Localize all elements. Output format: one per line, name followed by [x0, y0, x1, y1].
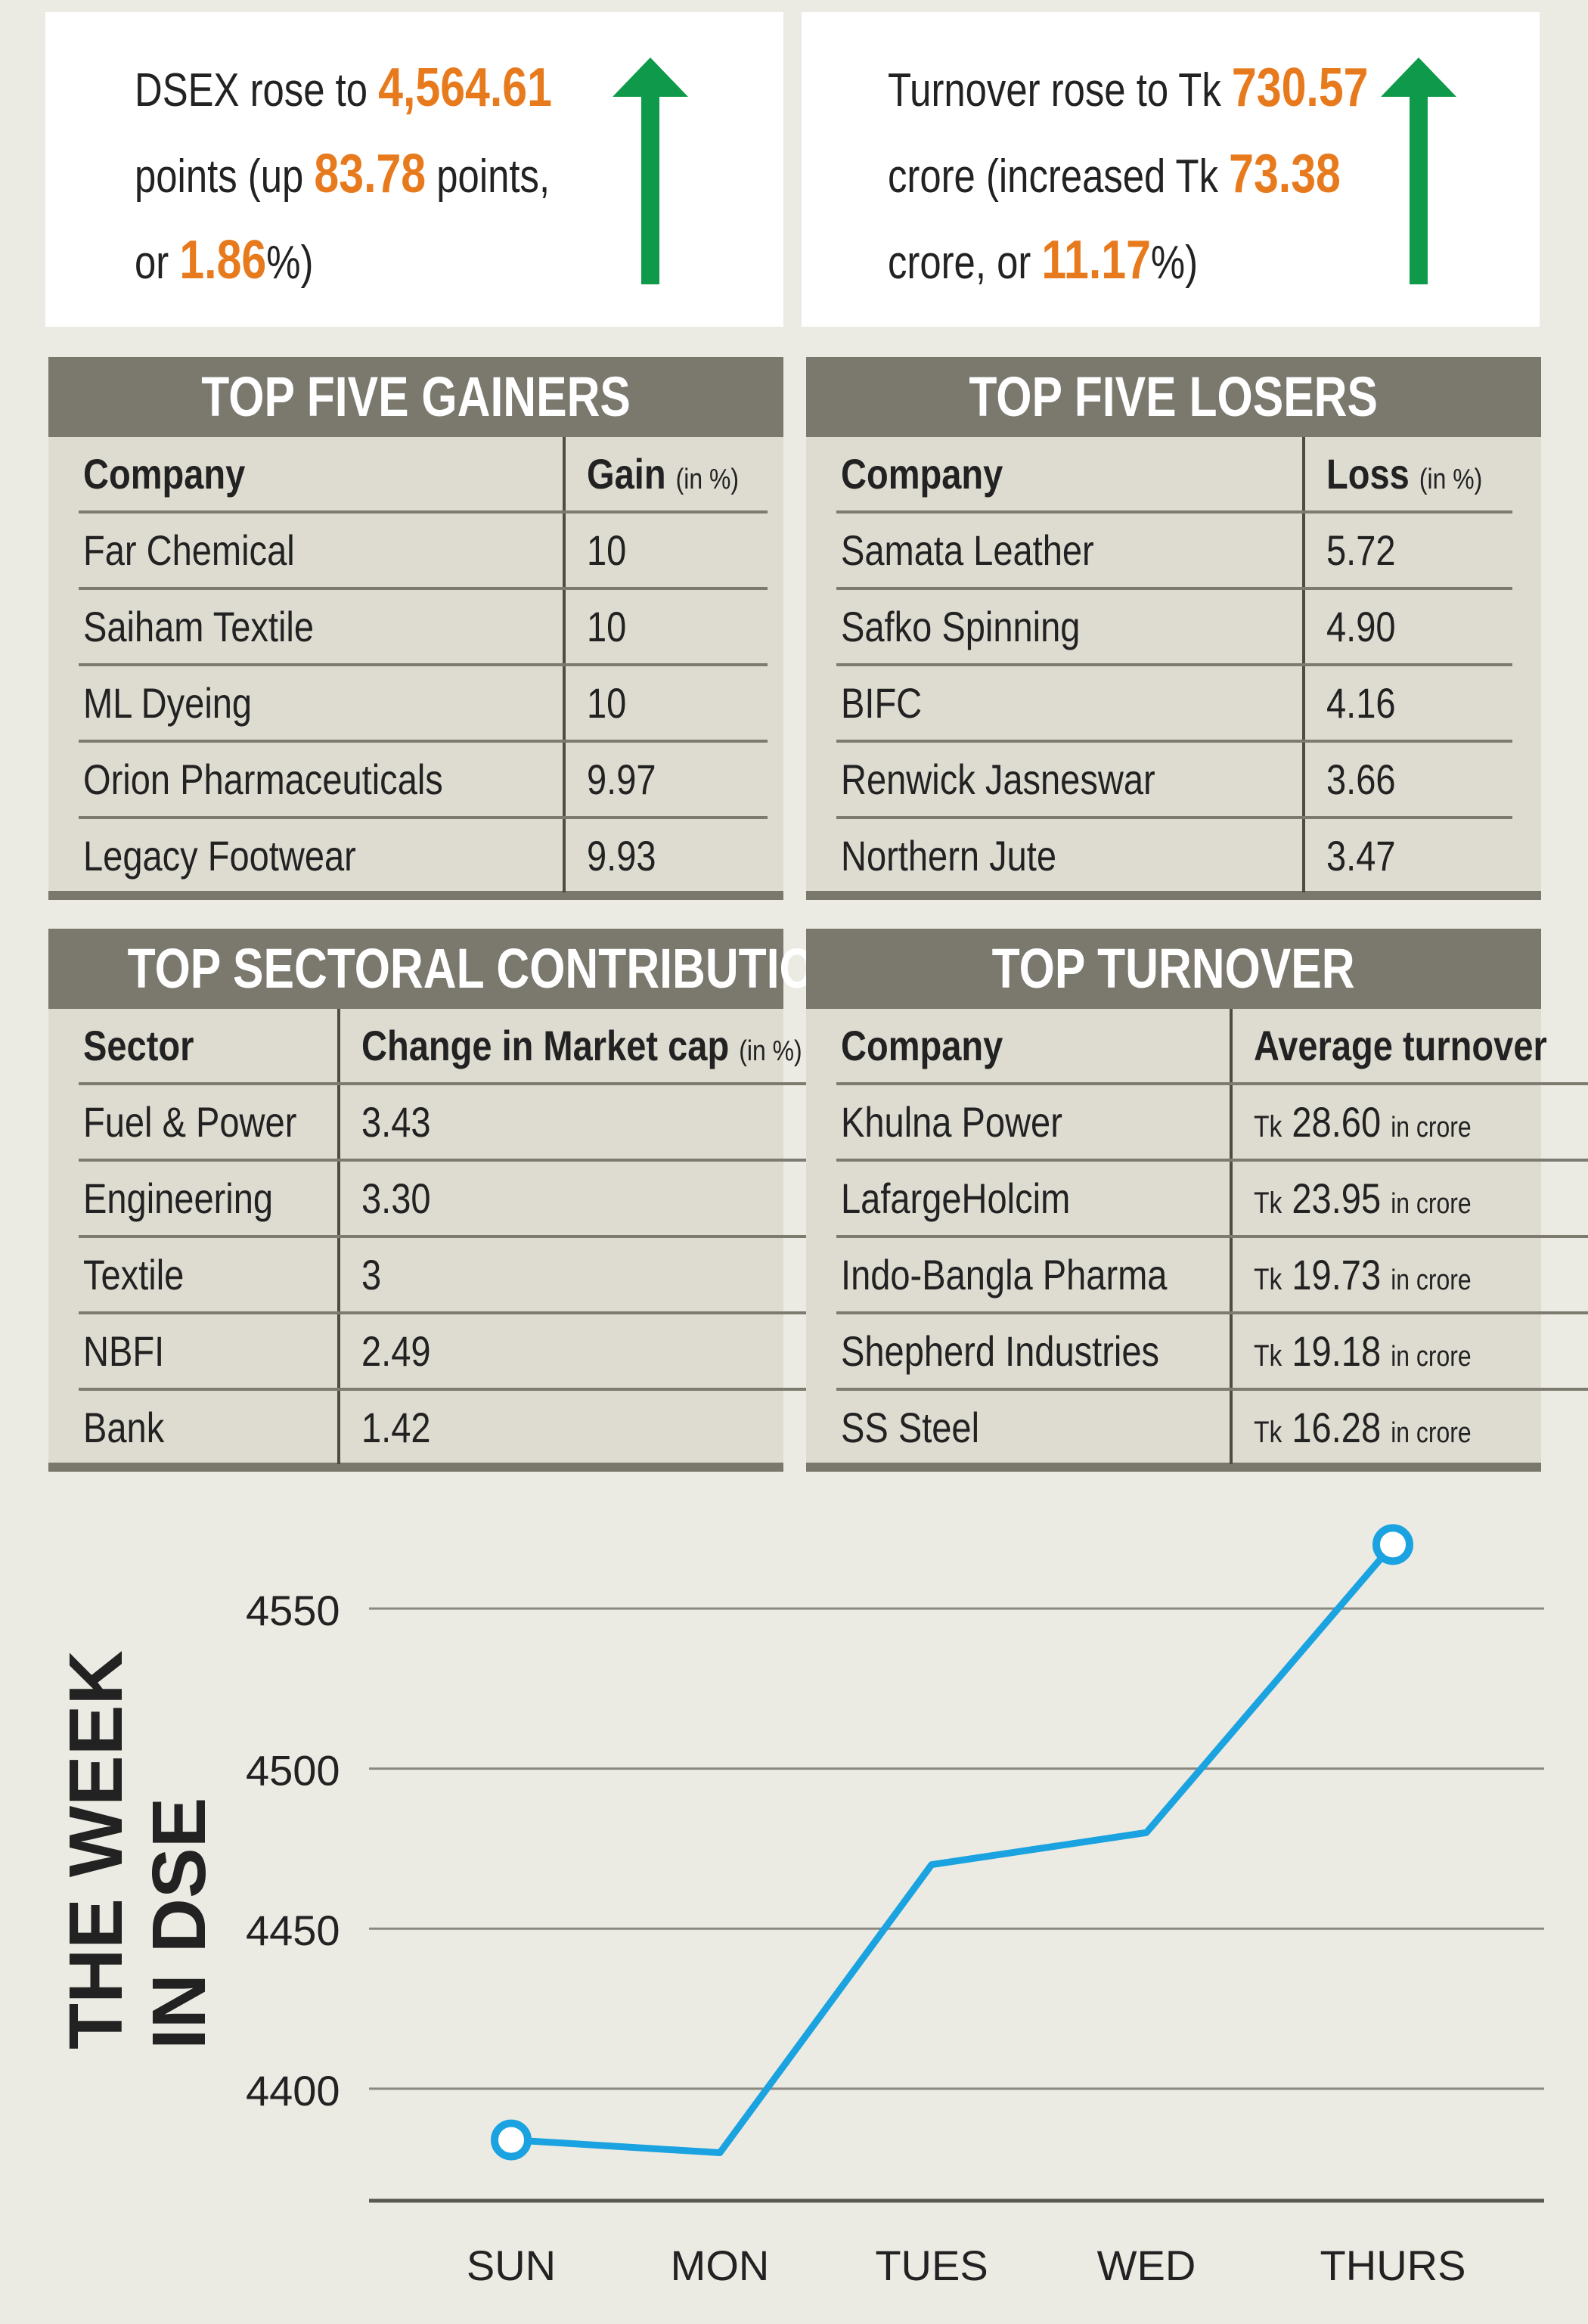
top-sectoral-panel: TOP SECTORAL CONTRIBUTION Sector Change …	[48, 929, 886, 1472]
table-row: NBFI 2.49	[79, 1313, 886, 1391]
table-row: BIFC 4.16	[836, 665, 1512, 743]
up-arrow-icon	[613, 57, 688, 284]
x-tick-label: THURS	[1320, 2242, 1466, 2289]
table-row: LafargeHolcim Tk 23.95 in crore	[836, 1160, 1588, 1238]
table-row: SS Steel Tk 16.28 in crore	[836, 1389, 1588, 1464]
dsex-summary-text: DSEX rose to 4,564.61 points (up 83.78 p…	[135, 57, 552, 290]
week-line-chart: 4400 4450 4500 4550 SUN MON TUES WED THURS	[246, 1524, 1544, 2289]
data-point-marker	[1372, 1524, 1413, 1565]
x-tick-label: TUES	[875, 2242, 988, 2289]
top-turnover-panel: TOP TURNOVER Company Average turnover Kh…	[806, 929, 1588, 1472]
data-point-marker	[491, 2119, 532, 2161]
top-gainers-panel: TOP FIVE GAINERS Company Gain (in %) Far…	[48, 357, 783, 900]
y-tick-label: 4450	[246, 1907, 340, 1954]
dsex-pct: 1.86	[179, 230, 267, 290]
x-tick-label: WED	[1097, 2242, 1196, 2289]
table-row: Orion Pharmaceuticals 9.97	[79, 741, 768, 819]
y-tick-label: 4550	[246, 1587, 340, 1634]
table-row: ML Dyeing 10	[79, 665, 768, 743]
table-row: Fuel & Power 3.43	[79, 1084, 886, 1162]
turnover-summary-text: Turnover rose to Tk 730.57 crore (increa…	[888, 57, 1369, 290]
table-row: Safko Spinning 4.90	[836, 588, 1512, 666]
table-row: Renwick Jasneswar 3.66	[836, 741, 1512, 819]
table-row: Northern Jute 3.47	[836, 818, 1512, 892]
sectors-table: Sector Change in Market cap (in %) Fuel …	[79, 1009, 886, 1464]
table-row: Shepherd Industries Tk 19.18 in crore	[836, 1313, 1588, 1391]
table-row: Saiham Textile 10	[79, 588, 768, 666]
turnover-value: 730.57	[1231, 57, 1369, 118]
panel-title: TOP FIVE GAINERS	[48, 357, 783, 437]
up-arrow-icon	[1381, 57, 1456, 284]
table-row: Samata Leather 5.72	[836, 512, 1512, 590]
table-row: Khulna Power Tk 28.60 in crore	[836, 1084, 1588, 1162]
table-header: Sector Change in Market cap (in %)	[79, 1009, 886, 1085]
y-tick-label: 4400	[246, 2067, 340, 2115]
table-row: Textile 3	[79, 1236, 886, 1314]
dsex-change: 83.78	[314, 144, 426, 204]
dsex-summary-box: DSEX rose to 4,564.61 points (up 83.78 p…	[45, 12, 783, 327]
panel-title: TOP FIVE LOSERS	[806, 357, 1541, 437]
y-tick-label: 4500	[246, 1747, 340, 1795]
losers-table: Company Loss (in %) Samata Leather 5.72 S…	[836, 437, 1512, 892]
table-row: Legacy Footwear 9.93	[79, 818, 768, 892]
turnover-table: Company Average turnover Khulna Power Tk …	[836, 1009, 1588, 1464]
gainers-table: Company Gain (in %) Far Chemical 10 Saiha…	[79, 437, 768, 892]
dsex-value: 4,564.61	[378, 57, 552, 118]
table-row: Engineering 3.30	[79, 1160, 886, 1238]
turnover-pct: 11.17	[1041, 230, 1151, 290]
x-tick-label: SUN	[467, 2242, 556, 2289]
table-header: Company Gain (in %)	[79, 437, 768, 514]
turnover-summary-box: Turnover rose to Tk 730.57 crore (increa…	[802, 12, 1540, 327]
table-row: Bank 1.42	[79, 1389, 886, 1464]
table-header: Company Average turnover	[836, 1009, 1588, 1085]
top-losers-panel: TOP FIVE LOSERS Company Loss (in %) Sama…	[806, 357, 1541, 900]
series-line	[510, 1542, 1396, 2157]
turnover-change: 73.38	[1229, 144, 1341, 204]
table-row: Indo-Bangla Pharma Tk 19.73 in crore	[836, 1236, 1588, 1314]
table-row: Far Chemical 10	[79, 512, 768, 590]
panel-title: TOP TURNOVER	[806, 929, 1541, 1009]
panel-title: TOP SECTORAL CONTRIBUTION	[48, 929, 848, 1009]
x-tick-label: MON	[671, 2242, 770, 2289]
table-header: Company Loss (in %)	[836, 437, 1512, 514]
